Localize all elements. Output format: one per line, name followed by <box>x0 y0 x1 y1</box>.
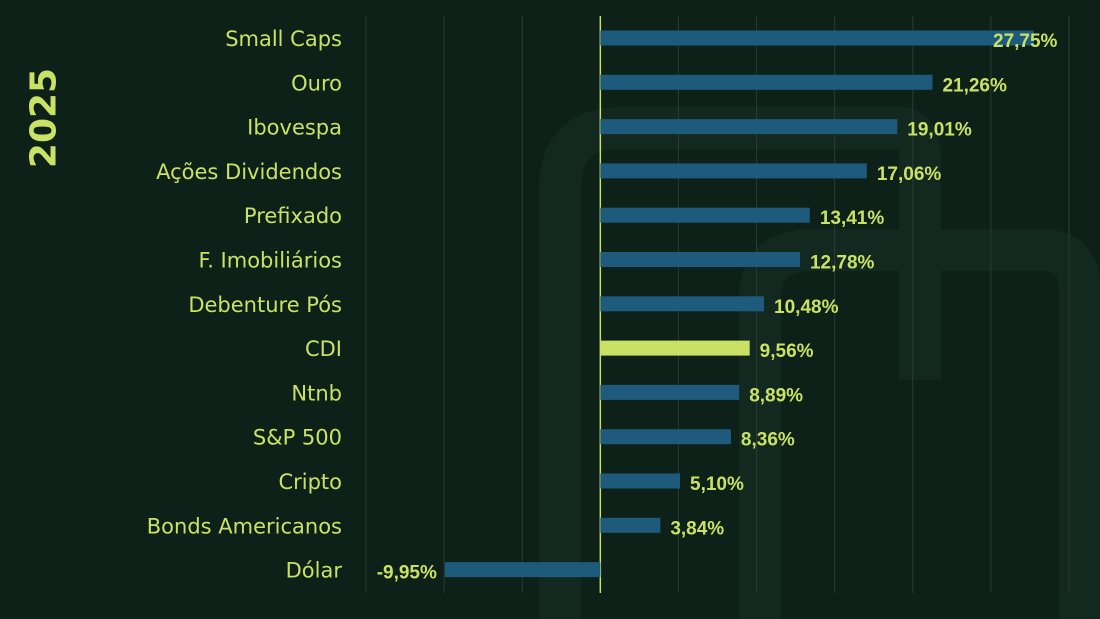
category-label: S&P 500 <box>253 426 342 450</box>
data-label: 27,75% <box>993 31 1058 52</box>
bar <box>600 30 1034 46</box>
data-label: 17,06% <box>877 164 942 185</box>
category-label: Cripto <box>278 470 342 494</box>
data-label: 9,56% <box>760 341 814 362</box>
data-label: 21,26% <box>942 75 1007 96</box>
bar <box>600 207 810 223</box>
bar <box>600 119 898 135</box>
category-label: Dólar <box>286 559 343 583</box>
data-label: 19,01% <box>907 120 972 141</box>
data-label: -9,95% <box>377 563 437 584</box>
data-label: 12,78% <box>810 253 875 274</box>
category-label: Debenture Pós <box>188 293 342 317</box>
data-label: 5,10% <box>690 474 744 495</box>
data-label: 10,48% <box>774 297 839 318</box>
category-label: Ouro <box>291 71 342 95</box>
bar <box>600 163 867 179</box>
data-label: 8,36% <box>741 430 795 451</box>
category-label: CDI <box>305 337 342 361</box>
bar <box>600 74 933 90</box>
bar <box>600 296 765 312</box>
data-label: 8,89% <box>749 385 803 406</box>
category-label: Ntnb <box>291 381 342 405</box>
bar <box>600 429 731 445</box>
data-label: 3,84% <box>670 518 724 539</box>
data-label: 13,41% <box>820 208 885 229</box>
category-label: Prefixado <box>244 204 342 228</box>
category-label: Ibovespa <box>247 116 342 140</box>
category-label: Small Caps <box>225 27 342 51</box>
bar <box>600 473 681 489</box>
bar <box>600 340 750 356</box>
bar <box>444 562 601 578</box>
bar <box>600 384 740 400</box>
bar <box>600 517 661 533</box>
bar <box>600 252 800 267</box>
category-label: Bonds Americanos <box>147 514 342 538</box>
category-label: F. Imobiliários <box>198 249 342 273</box>
category-label: Ações Dividendos <box>156 160 342 184</box>
watermark-shape <box>539 107 1100 619</box>
